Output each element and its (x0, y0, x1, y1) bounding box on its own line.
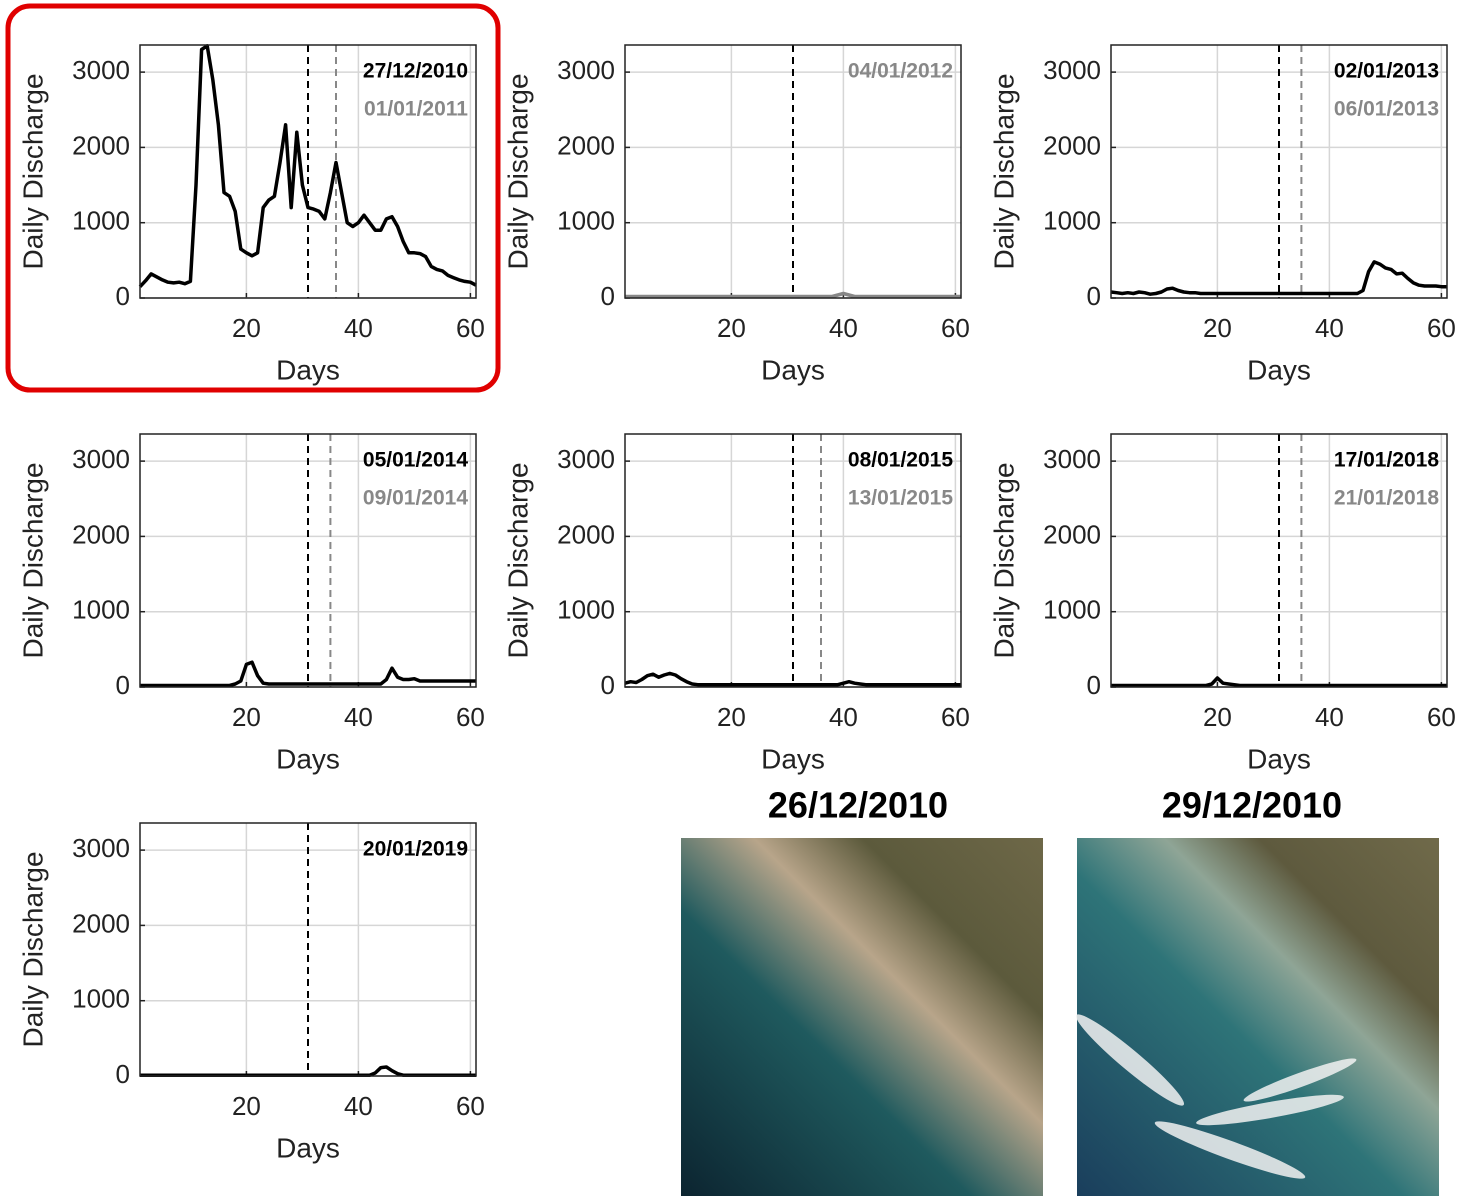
y-tick-label: 1000 (72, 984, 130, 1014)
y-axis-label: Daily Discharge (502, 73, 533, 269)
date-annotation: 08/01/2015 (848, 449, 953, 472)
data-line (1111, 676, 1447, 688)
y-tick-label: 2000 (1043, 519, 1101, 549)
date-annotation: 13/01/2015 (848, 487, 953, 510)
x-tick-label: 60 (1427, 702, 1456, 732)
x-tick-label: 40 (1315, 313, 1344, 343)
x-tick-label: 60 (941, 313, 970, 343)
y-tick-label: 0 (1087, 281, 1101, 311)
x-axis-label: Days (1247, 743, 1311, 774)
y-tick-label: 2000 (72, 519, 130, 549)
image-caption: 26/12/2010 (768, 785, 948, 826)
y-tick-label: 2000 (557, 519, 615, 549)
x-tick-label: 60 (456, 1091, 485, 1121)
x-tick-label: 60 (456, 313, 485, 343)
y-tick-label: 1000 (557, 595, 615, 625)
date-annotation: 21/01/2018 (1334, 487, 1439, 510)
x-tick-label: 20 (1203, 313, 1232, 343)
x-axis-label: Days (276, 354, 340, 385)
y-tick-label: 3000 (72, 55, 130, 85)
x-tick-label: 60 (1427, 313, 1456, 343)
x-axis-label: Days (1247, 354, 1311, 385)
x-tick-label: 20 (232, 313, 261, 343)
y-tick-label: 2000 (557, 130, 615, 160)
axes-frame (1110, 44, 1448, 299)
x-axis-label: Days (276, 743, 340, 774)
axes-frame (1110, 433, 1448, 688)
y-tick-label: 3000 (1043, 55, 1101, 85)
y-axis-label: Daily Discharge (502, 462, 533, 658)
y-tick-label: 3000 (1043, 444, 1101, 474)
y-tick-label: 1000 (72, 595, 130, 625)
axes-frame (139, 44, 477, 299)
y-tick-label: 0 (116, 1059, 130, 1089)
date-annotation: 01/01/2011 (364, 98, 468, 121)
clouds (1075, 1014, 1357, 1179)
date-annotation: 17/01/2018 (1334, 449, 1439, 472)
x-tick-label: 40 (344, 313, 373, 343)
y-axis-label: Daily Discharge (17, 462, 48, 658)
x-tick-label: 40 (829, 313, 858, 343)
x-tick-label: 60 (456, 702, 485, 732)
y-tick-label: 0 (1087, 670, 1101, 700)
y-axis-label: Daily Discharge (17, 73, 48, 269)
y-tick-label: 1000 (1043, 595, 1101, 625)
date-annotation: 09/01/2014 (363, 487, 468, 510)
x-tick-label: 40 (1315, 702, 1344, 732)
satellite-image (1077, 838, 1439, 1196)
y-tick-label: 0 (601, 281, 615, 311)
y-tick-label: 0 (116, 670, 130, 700)
date-annotation: 05/01/2014 (363, 449, 468, 472)
satellite-image (681, 838, 1043, 1196)
axes-frame (624, 44, 962, 299)
x-tick-label: 40 (344, 1091, 373, 1121)
data-line (625, 291, 961, 299)
image-caption: 29/12/2010 (1162, 785, 1342, 826)
y-tick-label: 1000 (1043, 206, 1101, 236)
data-line (140, 660, 476, 688)
x-tick-label: 20 (717, 702, 746, 732)
x-tick-label: 20 (232, 702, 261, 732)
y-tick-label: 0 (116, 281, 130, 311)
y-tick-label: 3000 (72, 444, 130, 474)
x-tick-label: 40 (344, 702, 373, 732)
x-tick-label: 40 (829, 702, 858, 732)
y-tick-label: 3000 (557, 444, 615, 474)
y-tick-label: 2000 (72, 908, 130, 938)
data-line (624, 671, 961, 687)
y-axis-label: Daily Discharge (988, 462, 1019, 658)
x-tick-label: 20 (717, 313, 746, 343)
y-axis-label: Daily Discharge (17, 851, 48, 1047)
y-tick-label: 3000 (557, 55, 615, 85)
data-line (138, 44, 477, 288)
date-annotation: 04/01/2012 (848, 60, 953, 83)
data-line (140, 1065, 476, 1077)
highlight-box (5, 3, 501, 393)
y-tick-label: 0 (601, 670, 615, 700)
y-tick-label: 1000 (557, 206, 615, 236)
x-tick-label: 20 (232, 1091, 261, 1121)
x-axis-label: Days (276, 1132, 340, 1163)
axes-frame (624, 433, 962, 688)
x-tick-label: 60 (941, 702, 970, 732)
data-line (1110, 260, 1447, 296)
axes-frame (139, 822, 477, 1077)
date-annotation: 06/01/2013 (1334, 98, 1439, 121)
y-axis-label: Daily Discharge (988, 73, 1019, 269)
date-annotation: 02/01/2013 (1334, 60, 1439, 83)
axes-frame (139, 433, 477, 688)
x-axis-label: Days (761, 743, 825, 774)
y-tick-label: 2000 (1043, 130, 1101, 160)
date-annotation: 27/12/2010 (363, 60, 468, 83)
y-tick-label: 2000 (72, 130, 130, 160)
x-tick-label: 20 (1203, 702, 1232, 732)
y-tick-label: 1000 (72, 206, 130, 236)
y-tick-label: 3000 (72, 833, 130, 863)
x-axis-label: Days (761, 354, 825, 385)
date-annotation: 20/01/2019 (363, 838, 468, 861)
